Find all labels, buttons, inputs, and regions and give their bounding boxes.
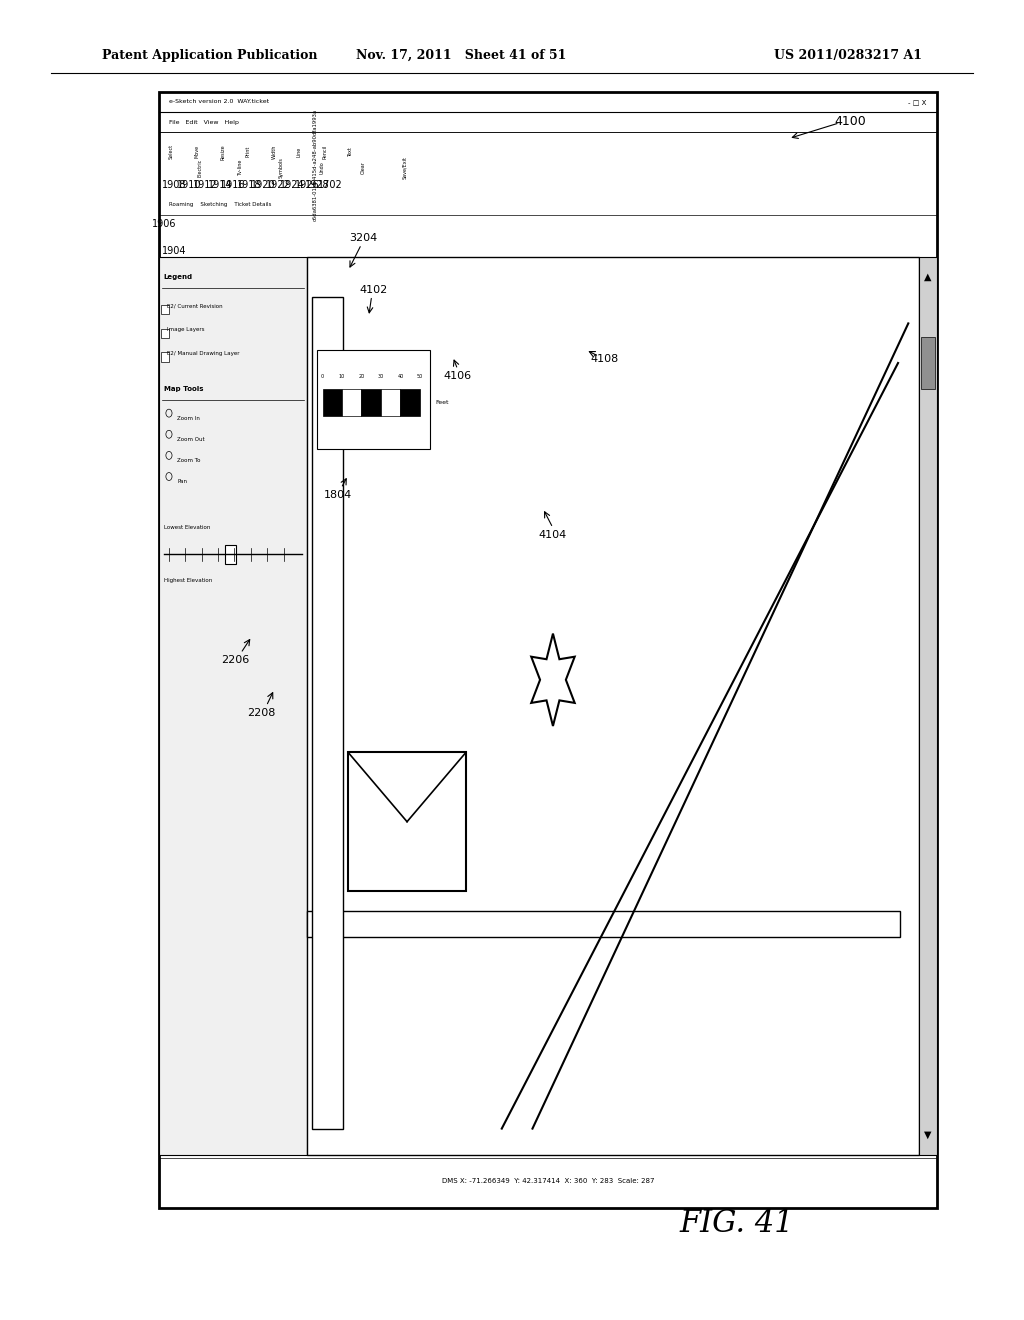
Text: 10: 10 [339, 374, 345, 379]
Text: 4100: 4100 [834, 115, 866, 128]
Text: 4108: 4108 [590, 354, 618, 364]
Text: 1904: 1904 [162, 246, 186, 256]
Bar [921, 337, 935, 389]
Text: - □ X: - □ X [908, 99, 927, 104]
Bar [361, 389, 381, 416]
Text: Zoom Out: Zoom Out [177, 437, 205, 442]
Text: ▼: ▼ [924, 1130, 932, 1140]
Text: 40: 40 [397, 374, 403, 379]
Text: 3204: 3204 [349, 232, 378, 243]
Text: US 2011/0283217 A1: US 2011/0283217 A1 [773, 49, 922, 62]
Text: 1702: 1702 [318, 180, 343, 190]
Text: Map Tools: Map Tools [164, 387, 204, 392]
Text: 4104: 4104 [539, 529, 567, 540]
Text: 1908: 1908 [162, 180, 186, 190]
Text: 1928: 1928 [305, 180, 330, 190]
Text: 50: 50 [417, 374, 423, 379]
Text: Patent Application Publication: Patent Application Publication [102, 49, 317, 62]
Text: Legend: Legend [164, 275, 193, 280]
Bar [161, 352, 169, 362]
Text: Text: Text [348, 147, 353, 157]
Bar [159, 132, 937, 257]
Text: Image Layers: Image Layers [167, 327, 205, 333]
Text: Print: Print [246, 147, 251, 157]
Text: 30: 30 [378, 374, 384, 379]
Text: Pencil: Pencil [323, 145, 328, 158]
Text: Pan: Pan [177, 479, 187, 484]
Text: Line: Line [297, 147, 302, 157]
Text: Feet: Feet [435, 400, 449, 405]
Text: Nov. 17, 2011   Sheet 41 of 51: Nov. 17, 2011 Sheet 41 of 51 [355, 49, 566, 62]
Text: 1914: 1914 [208, 180, 232, 190]
Text: 1924: 1924 [280, 180, 304, 190]
Bar [342, 389, 361, 416]
Bar [317, 350, 430, 449]
Text: 1918: 1918 [237, 180, 261, 190]
Text: E2/ Current Revision: E2/ Current Revision [167, 304, 222, 309]
Text: Zoom In: Zoom In [177, 416, 200, 421]
Text: FIG. 41: FIG. 41 [680, 1208, 795, 1239]
Text: 1920: 1920 [251, 180, 275, 190]
Text: 4102: 4102 [359, 285, 388, 296]
Bar [381, 389, 400, 416]
Text: File   Edit   View   Help: File Edit View Help [169, 120, 239, 125]
Bar [159, 257, 307, 1155]
Text: 1804: 1804 [324, 490, 352, 500]
Bar [159, 92, 937, 1208]
Text: Resize: Resize [220, 144, 225, 160]
Text: Select: Select [169, 144, 174, 160]
Bar [919, 257, 937, 1155]
Bar [307, 257, 919, 1155]
Text: 0: 0 [321, 374, 325, 379]
Text: ▲: ▲ [924, 272, 932, 282]
Text: 1922: 1922 [266, 180, 291, 190]
Text: 1910: 1910 [177, 180, 202, 190]
Text: Save/Exit: Save/Exit [402, 156, 407, 180]
Bar [312, 297, 343, 1129]
Bar [225, 545, 236, 564]
Text: Roaming    Sketching    Ticket Details: Roaming Sketching Ticket Details [169, 202, 271, 207]
Text: Zoom To: Zoom To [177, 458, 201, 463]
Text: 1912: 1912 [193, 180, 217, 190]
Text: Symbols: Symbols [280, 157, 284, 178]
Text: 20: 20 [358, 374, 365, 379]
Text: Width: Width [271, 145, 276, 158]
Text: Clear: Clear [361, 161, 366, 174]
Bar [307, 911, 900, 937]
Text: Electric: Electric [198, 158, 202, 177]
Bar [161, 305, 169, 314]
Text: e-Sketch version 2.0  WAY.ticket: e-Sketch version 2.0 WAY.ticket [169, 99, 269, 104]
Text: 4106: 4106 [443, 371, 472, 381]
Text: 2206: 2206 [221, 655, 250, 665]
Bar [348, 752, 466, 891]
Text: Undo: Undo [321, 161, 325, 174]
Text: 1906: 1906 [152, 219, 176, 230]
Bar [161, 329, 169, 338]
Text: c6da6381-01c5-415d-a248-ab90dfa1993a: c6da6381-01c5-415d-a248-ab90dfa1993a [312, 110, 317, 220]
Bar [323, 389, 342, 416]
Text: Tv-line: Tv-line [239, 160, 243, 176]
Text: 1926: 1926 [295, 180, 319, 190]
Text: DMS X: -71.266349  Y: 42.317414  X: 360  Y: 283  Scale: 287: DMS X: -71.266349 Y: 42.317414 X: 360 Y:… [441, 1179, 654, 1184]
Text: Highest Elevation: Highest Elevation [164, 578, 212, 583]
Text: Lowest Elevation: Lowest Elevation [164, 525, 210, 531]
Text: Move: Move [195, 145, 200, 158]
Text: 1916: 1916 [221, 180, 246, 190]
Text: 2208: 2208 [247, 708, 275, 718]
Text: E2/ Manual Drawing Layer: E2/ Manual Drawing Layer [167, 351, 240, 356]
Bar [400, 389, 420, 416]
